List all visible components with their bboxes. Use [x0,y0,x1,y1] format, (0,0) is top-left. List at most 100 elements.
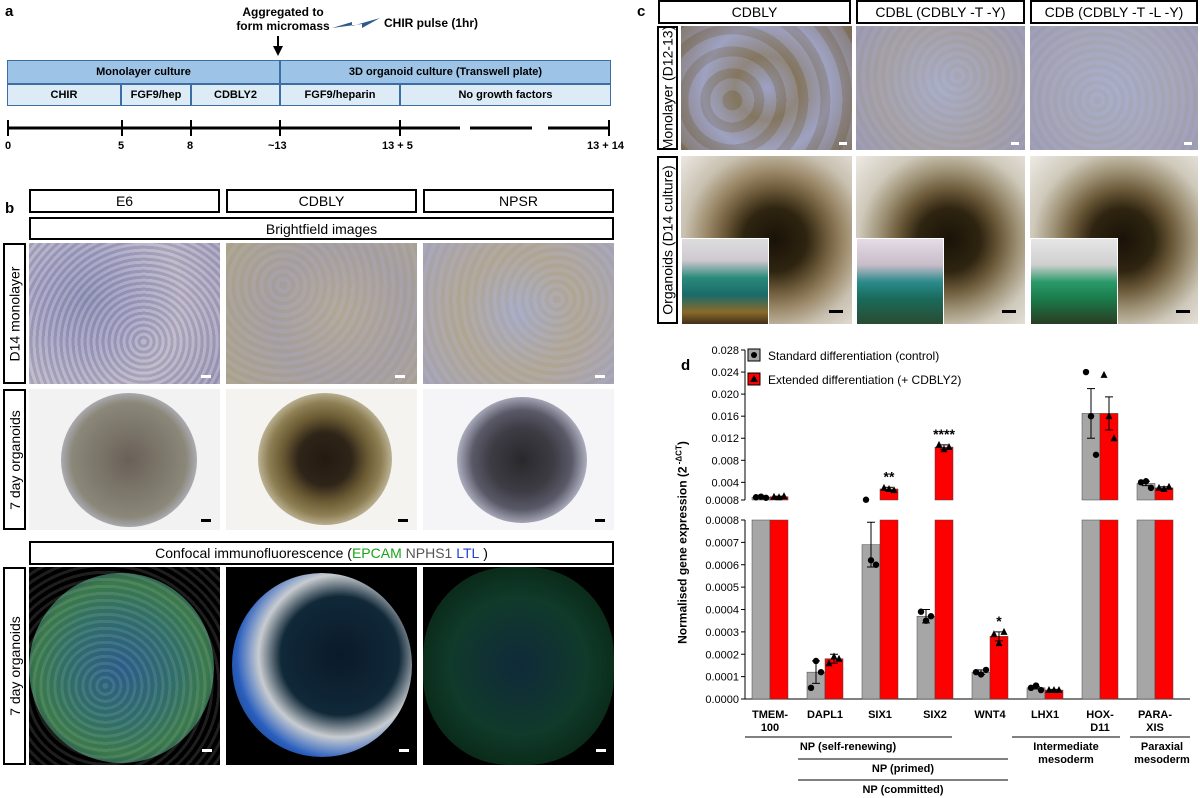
y-tick-label-lower: 0.0001 [705,672,739,684]
panel-a-label: a [5,3,14,20]
c-cdb-inset-image [1030,238,1118,324]
data-point-control [972,668,980,676]
data-point-control [762,494,770,501]
cdbly-organoid-image [226,389,417,530]
data-point-extended [1165,482,1173,490]
y-tick-label-lower: 0.0000 [705,694,739,706]
gene-expression-chart: 0.0008 0.004 0.008 0.012 0.016 0.020 0.024 0.02… [705,345,1190,796]
legend-marker-control [751,352,757,358]
panel-c-label: c [637,3,646,20]
npsr-monolayer-image [423,243,614,384]
data-point-control [1032,682,1040,689]
bar-control [861,544,881,700]
y-tick-label-lower: 0.0003 [705,627,739,639]
panel-d-label: d [681,357,691,374]
y-tick-label-upper: 0.0008 [705,495,739,507]
confocal-nphs1: NPHS1 [401,545,457,561]
c-cdbl-organoid-image [856,156,1025,324]
bar-extended-lower [769,519,789,700]
category-label: D11 [1090,722,1110,734]
bar-extended-lower [934,519,954,700]
data-point-extended [1045,686,1053,694]
tick-8: 8 [187,140,194,152]
group-label-np-self-renewing: NP (self-renewing) [800,741,897,753]
data-point-control [1082,368,1090,376]
category-label: HOX- [1086,709,1114,721]
y-tick-label-upper: 0.016 [711,411,739,423]
data-point-control [917,608,925,615]
brightfield-header: Brightfield images [29,217,614,240]
data-point-extended [1050,686,1058,694]
data-point-control [757,493,765,500]
group-label-np-committed: NP (committed) [862,784,943,796]
data-point-extended [1105,412,1113,420]
data-point-extended [1160,484,1168,492]
legend-marker-extended [750,375,758,382]
legend-label-control: Standard differentiation (control) [768,349,939,363]
data-point-control [1142,478,1150,485]
fgf9-heparin-stage: FGF9/heparin [280,84,400,106]
npsr-confocal-image [423,567,614,765]
category-label: LHX1 [1031,709,1059,721]
y-tick-label-upper: 0.008 [711,455,739,467]
row-label-monolayer-d12-13: Monolayer (D12-13) [657,26,678,150]
aggregated-label: Aggregated to form micromass [228,5,338,33]
tick-13-14: 13 + 14 [587,140,625,152]
bar-extended [934,446,954,501]
y-tick-label-upper: 0.024 [711,367,739,379]
cdbly2-stage: CDBLY2 [191,84,280,106]
down-arrow-icon [273,36,283,56]
confocal-prefix: Confocal immunofluorescence ( [155,545,352,561]
tick-5: 5 [118,140,125,152]
y-tick-label-lower: 0.0004 [705,605,739,617]
data-point-control [1037,686,1045,694]
data-point-extended [890,486,898,494]
e6-confocal-image [29,567,220,765]
condition-npsr: NPSR [423,189,614,213]
data-point-extended [935,440,943,448]
condition-e6: E6 [29,189,220,213]
monolayer-culture-bar: Monolayer culture [7,60,280,84]
data-point-control [1092,451,1100,458]
timeline [0,118,620,140]
row-label-d14-monolayer: D14 monolayer [3,243,26,384]
category-label: PARA- [1138,709,1172,721]
confocal-epcam: EPCAM [351,545,402,561]
row-label-7day-organoids-confocal: 7 day organoids [3,567,26,765]
group-label-np-primed: NP (primed) [872,763,934,775]
data-point-control [1137,479,1145,486]
y-tick-label-upper: 0.028 [711,345,739,357]
y-tick-label-upper: 0.012 [711,433,739,445]
e6-organoid-image [29,389,220,530]
c-cdb-monolayer-image [1030,26,1198,150]
data-point-control [1027,684,1035,692]
group-label-paraxial: Paraxial [1141,741,1183,753]
data-point-extended [995,639,1003,647]
tick-0: 0 [5,140,12,152]
organoid-culture-bar: 3D organoid culture (Transwell plate) [280,60,611,84]
group-label-intermediate: Intermediate [1033,741,1098,753]
category-label: 100 [761,722,779,734]
bar-control [916,615,936,700]
lightning-icon [332,16,382,32]
condition-c-cdb: CDB (CDBLY -T -L -Y) [1030,0,1198,24]
group-label-intermediate-mesoderm: mesoderm [1038,754,1094,766]
data-point-control [807,684,815,692]
y-axis-title-sup: -ΔCT [674,445,684,467]
condition-c-cdbly: CDBLY [658,0,851,24]
y-axis-title-main: Normalised gene expression (2 [675,466,690,644]
data-point-extended [835,654,843,662]
tick-13: ~13 [268,140,287,152]
c-cdbl-monolayer-image [856,26,1025,150]
data-point-extended [990,630,998,638]
bar-control-lower [1081,519,1101,700]
chir-stage: CHIR [7,84,121,106]
no-growth-factors-stage: No growth factors [400,84,611,106]
condition-c-cdbl: CDBL (CDBLY -T -Y) [856,0,1025,24]
aggregated-text-1: Aggregated to [242,5,324,19]
data-point-control [922,617,930,624]
c-cdb-organoid-image [1030,156,1198,324]
tick-13-5: 13 + 5 [382,140,413,152]
aggregated-text-2: form micromass [236,19,330,33]
data-point-control [862,496,870,503]
